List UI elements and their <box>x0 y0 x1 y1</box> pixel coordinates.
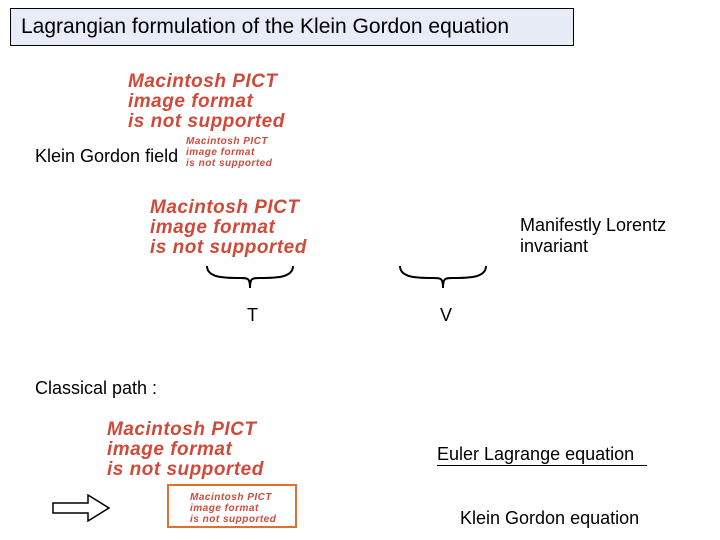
arrow-icon <box>52 494 110 522</box>
pict-line: Macintosh PICT <box>186 136 272 147</box>
pict-error-4: Macintosh PICT image format is not suppo… <box>107 420 264 480</box>
euler-underline <box>437 465 647 466</box>
pict-line: Macintosh PICT <box>128 72 285 92</box>
v-label: V <box>440 305 452 326</box>
pict-line: Macintosh PICT <box>107 420 264 440</box>
pict-line: is not supported <box>186 158 272 169</box>
euler-lagrange-label: Euler Lagrange equation <box>437 444 634 465</box>
title-text: Lagrangian formulation of the Klein Gord… <box>21 15 509 38</box>
underbrace-t-icon <box>205 264 295 294</box>
klein-gordon-eq-label: Klein Gordon equation <box>460 508 639 529</box>
invariant-label: invariant <box>520 236 588 257</box>
pict-line: is not supported <box>150 238 307 258</box>
pict-line: image format <box>150 218 307 238</box>
pict-error-2: Macintosh PICT image format is not suppo… <box>186 136 272 169</box>
pict-line: is not supported <box>128 112 285 132</box>
pict-line: image format <box>128 92 285 112</box>
t-label: T <box>247 305 258 326</box>
result-box <box>167 484 297 528</box>
title-box: Lagrangian formulation of the Klein Gord… <box>10 8 574 46</box>
underbrace-v-icon <box>398 264 488 294</box>
classical-path-label: Classical path : <box>35 378 157 399</box>
pict-line: is not supported <box>107 460 264 480</box>
pict-error-1: Macintosh PICT image format is not suppo… <box>128 72 285 132</box>
manifestly-label: Manifestly Lorentz <box>520 215 666 236</box>
pict-line: Macintosh PICT <box>150 198 307 218</box>
pict-line: image format <box>107 440 264 460</box>
klein-gordon-field-label: Klein Gordon field <box>35 146 178 167</box>
pict-line: image format <box>186 147 272 158</box>
pict-error-3: Macintosh PICT image format is not suppo… <box>150 198 307 258</box>
